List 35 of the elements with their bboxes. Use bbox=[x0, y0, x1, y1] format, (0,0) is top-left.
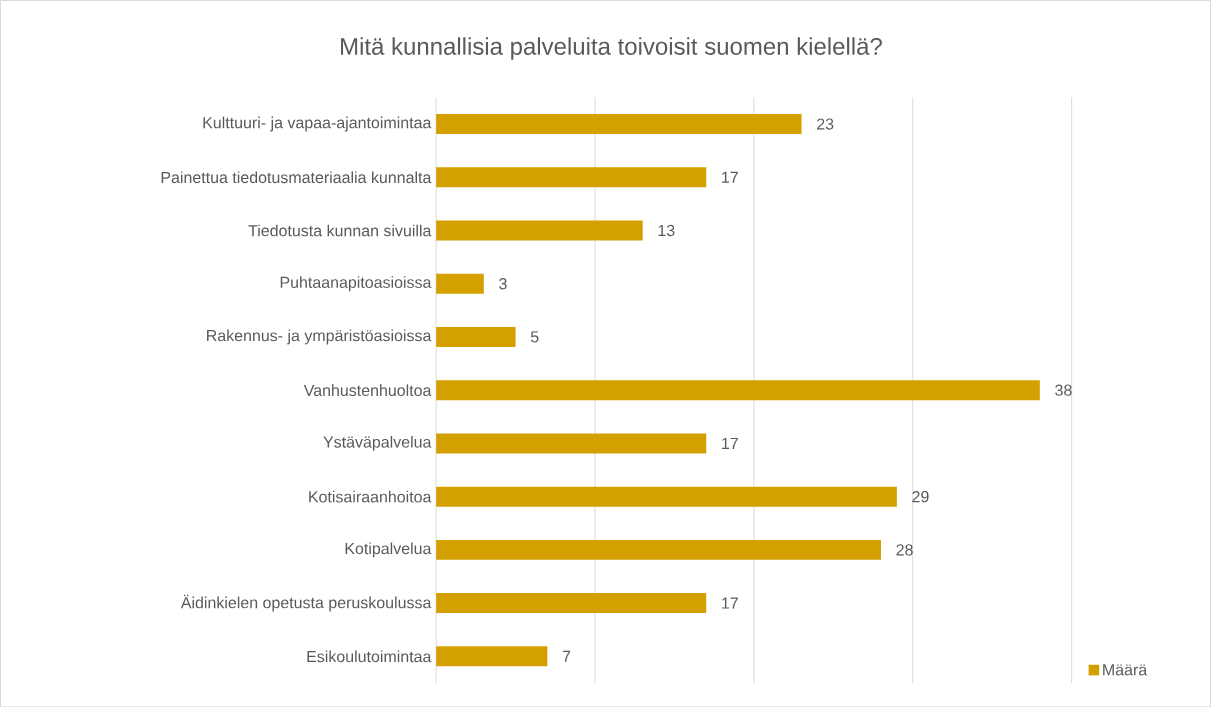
y-tick-label: Rakennus- ja ympäristöasioissa bbox=[207, 329, 432, 345]
bar bbox=[436, 592, 707, 613]
bar bbox=[436, 379, 1040, 400]
y-tick-label: Äidinkielen opetusta peruskoulussa bbox=[180, 594, 432, 612]
data-label: 23 bbox=[817, 118, 834, 130]
chart-title: Mitä kunnallisia palveluita toivoisit suomen kielellä? bbox=[341, 37, 882, 60]
y-tick-label: Puhtaanapitoasioissa bbox=[280, 276, 432, 291]
data-label: 13 bbox=[658, 224, 675, 236]
bar bbox=[436, 273, 484, 294]
legend-label: Määrä bbox=[1103, 664, 1148, 676]
y-tick-label: Kulttuuri- ja vapaa-ajantoimintaa bbox=[203, 116, 432, 132]
data-label: 28 bbox=[896, 544, 913, 556]
data-label: 17 bbox=[722, 597, 738, 609]
bar bbox=[436, 113, 802, 134]
bar bbox=[436, 486, 897, 507]
data-label: 17 bbox=[722, 171, 738, 183]
y-tick-label: Kotipalvelua bbox=[345, 542, 432, 558]
data-label: 17 bbox=[722, 437, 738, 449]
y-tick-label: Esikoulutoimintaa bbox=[307, 650, 432, 662]
y-tick-label: Ystäväpalvelua bbox=[323, 435, 432, 451]
bar bbox=[436, 539, 881, 560]
data-label: 7 bbox=[562, 650, 571, 662]
y-tick-label: Painettua tiedotusmateriaalia kunnalta bbox=[161, 171, 432, 183]
bar bbox=[436, 433, 707, 454]
bar bbox=[436, 220, 643, 241]
data-label: 5 bbox=[530, 331, 539, 343]
bar bbox=[436, 326, 516, 347]
y-tick-label: Kotisairaanhoitoa bbox=[309, 490, 432, 503]
y-tick-label: Tiedotusta kunnan sivuilla bbox=[248, 224, 432, 237]
y-tick-label: Vanhustenhuoltoa bbox=[303, 384, 432, 396]
data-label: 29 bbox=[912, 490, 929, 503]
data-label: 38 bbox=[1055, 384, 1072, 396]
data-label: 3 bbox=[499, 277, 507, 290]
bar bbox=[436, 167, 707, 188]
bar bbox=[436, 646, 548, 667]
